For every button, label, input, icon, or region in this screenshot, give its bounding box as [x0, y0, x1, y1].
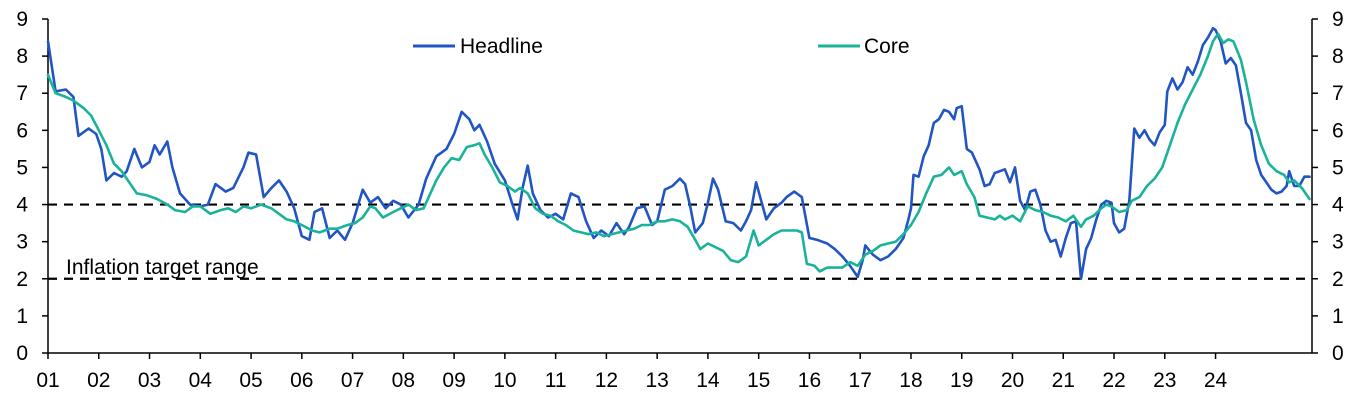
x-tick-label: 19 [950, 369, 973, 392]
legend-label-core: Core [864, 35, 910, 58]
x-tick-label: 02 [87, 369, 110, 392]
y-tick-label-left: 8 [16, 45, 28, 68]
x-tick-label: 24 [1204, 369, 1228, 392]
x-tick-label: 09 [442, 369, 465, 392]
x-tick-label: 16 [798, 369, 821, 392]
y-tick-label-right: 1 [1332, 305, 1344, 328]
x-tick-label: 21 [1052, 369, 1075, 392]
x-tick-label: 05 [239, 369, 262, 392]
x-tick-label: 01 [36, 369, 59, 392]
y-tick-label-left: 2 [16, 268, 28, 291]
x-tick-label: 14 [696, 369, 720, 392]
x-tick-label: 17 [849, 369, 872, 392]
y-tick-label-right: 4 [1332, 194, 1344, 217]
x-tick-label: 06 [290, 369, 313, 392]
legend: Headline Core [413, 35, 910, 58]
x-tick-label: 15 [747, 369, 770, 392]
y-tick-label-right: 7 [1332, 82, 1344, 105]
legend-label-headline: Headline [460, 35, 543, 58]
y-tick-label-right: 8 [1332, 45, 1344, 68]
y-tick-label-left: 1 [16, 305, 28, 328]
y-tick-label-right: 5 [1332, 156, 1344, 179]
x-tick-label: 18 [899, 369, 922, 392]
y-tick-label-left: 5 [16, 156, 28, 179]
y-tick-label-left: 4 [16, 194, 28, 217]
y-tick-label-left: 9 [16, 8, 28, 31]
series-line-headline [46, 27, 1311, 281]
x-tick-label: 10 [493, 369, 516, 392]
x-tick-label: 11 [545, 369, 567, 392]
y-tick-label-right: 9 [1332, 8, 1344, 31]
x-tick-label: 07 [341, 369, 364, 392]
y-tick-label-right: 3 [1332, 231, 1344, 254]
x-tick-label: 12 [595, 369, 618, 392]
x-tick-label: 22 [1102, 369, 1125, 392]
y-tick-label-right: 6 [1332, 119, 1344, 142]
series [46, 27, 1311, 281]
x-tick-label: 20 [1001, 369, 1024, 392]
series-line-core [46, 32, 1311, 273]
target-range-annotation: Inflation target range [66, 256, 259, 279]
y-tick-label-right: 2 [1332, 268, 1344, 291]
y-tick-label-left: 3 [16, 231, 28, 254]
x-tick-label: 13 [645, 369, 668, 392]
y-tick-label-left: 0 [16, 342, 28, 365]
y-tick-label-left: 7 [16, 82, 28, 105]
axes: 0 01 12 23 34 45 56 67 78 89 901 02 03 04 05 06 07 08 09 10… [16, 8, 1344, 392]
x-tick-label: 04 [189, 369, 213, 392]
x-tick-label: 08 [392, 369, 415, 392]
y-tick-label-left: 6 [16, 119, 28, 142]
x-tick-label: 03 [138, 369, 161, 392]
y-tick-label-right: 0 [1332, 342, 1344, 365]
x-tick-label: 23 [1153, 369, 1176, 392]
